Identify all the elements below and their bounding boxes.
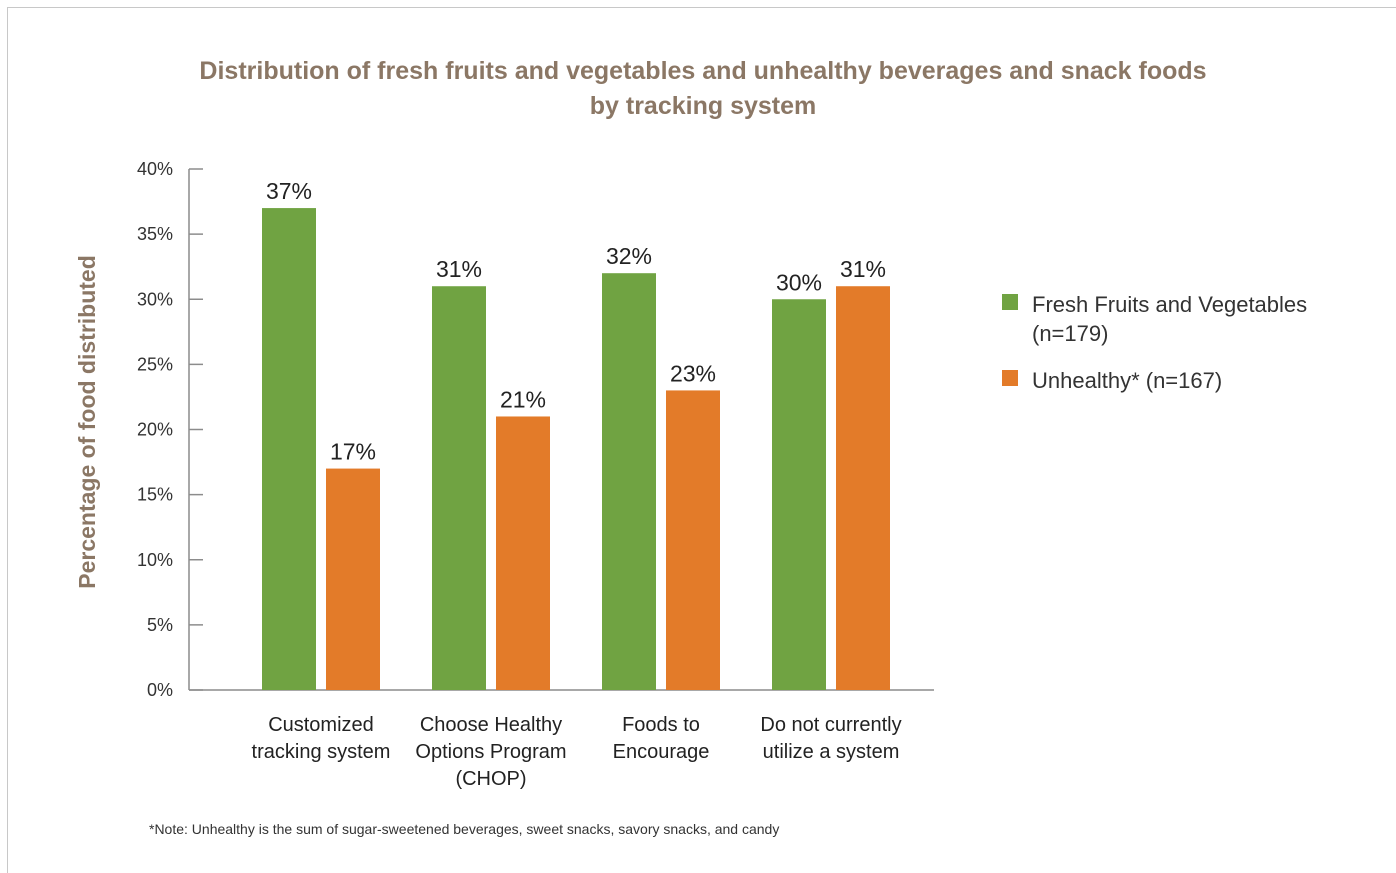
data-label-unhealthy-2: 21%: [500, 386, 546, 412]
y-tick-label: 10%: [137, 550, 173, 570]
y-axis-label: Percentage of food distributed: [74, 255, 100, 589]
legend-label-fresh: (n=179): [1032, 321, 1108, 346]
data-label-fresh-1: 37%: [266, 178, 312, 204]
bar-unhealthy-4: [836, 286, 890, 690]
chart-title-line-1: Distribution of fresh fruits and vegetab…: [199, 57, 1206, 85]
y-axis-ticks: 0% 5% 10% 15% 20% 25% 30% 35% 40%: [137, 159, 203, 700]
x-category-label-2: Choose Healthy: [420, 714, 562, 736]
footnote-text: *Note: Unhealthy is the sum of sugar-swe…: [149, 821, 779, 837]
y-tick-label: 5%: [147, 615, 173, 635]
y-tick-label: 20%: [137, 420, 173, 440]
data-label-unhealthy-3: 23%: [670, 360, 716, 386]
bar-fresh-2: [432, 286, 486, 690]
x-category-label-3: Foods to: [622, 714, 700, 736]
x-category-label-4: utilize a system: [763, 741, 900, 763]
y-tick-label: 40%: [137, 159, 173, 179]
x-category-label-4: Do not currently: [760, 714, 901, 736]
footnote: *Note: Unhealthy is the sum of sugar-swe…: [149, 821, 779, 837]
bar-unhealthy-3: [666, 390, 720, 690]
y-tick-label: 25%: [137, 354, 173, 374]
bar-fresh-3: [602, 273, 656, 690]
x-category-label-2: Options Program: [415, 741, 566, 763]
bar-unhealthy-2: [496, 416, 550, 690]
legend-swatch-fresh: [1002, 294, 1018, 310]
data-label-fresh-4: 30%: [776, 269, 822, 295]
bar-unhealthy-1: [326, 468, 380, 690]
bars: [262, 208, 890, 690]
y-tick-label: 35%: [137, 224, 173, 244]
bar-fresh-1: [262, 208, 316, 690]
legend-label-fresh: Fresh Fruits and Vegetables: [1032, 292, 1307, 317]
data-label-unhealthy-4: 31%: [840, 256, 886, 282]
data-label-fresh-3: 32%: [606, 243, 652, 269]
data-label-unhealthy-1: 17%: [330, 439, 376, 465]
bar-fresh-4: [772, 299, 826, 690]
chart-title-line-2: by tracking system: [590, 92, 817, 120]
y-tick-label: 15%: [137, 485, 173, 505]
data-labels: 37% 17% 31% 21% 32% 23% 30% 31%: [266, 178, 886, 465]
chart-title: Distribution of fresh fruits and vegetab…: [199, 57, 1206, 120]
x-category-label-1: tracking system: [252, 741, 391, 763]
legend: Fresh Fruits and Vegetables (n=179) Unheal…: [1002, 292, 1307, 393]
x-axis-categories: Customized tracking system Choose Healthy O…: [252, 714, 902, 790]
y-tick-label: 0%: [147, 680, 173, 700]
x-category-label-2: (CHOP): [455, 768, 526, 790]
y-tick-label: 30%: [137, 289, 173, 309]
legend-label-unhealthy: Unhealthy* (n=167): [1032, 368, 1222, 393]
legend-swatch-unhealthy: [1002, 370, 1018, 386]
x-category-label-3: Encourage: [613, 741, 710, 763]
data-label-fresh-2: 31%: [436, 256, 482, 282]
x-category-label-1: Customized: [268, 714, 374, 736]
y-axis-title: Percentage of food distributed: [74, 255, 100, 589]
